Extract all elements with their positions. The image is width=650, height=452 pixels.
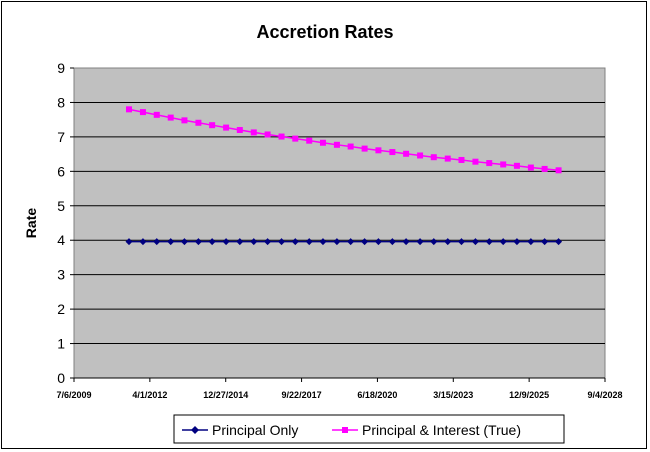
data-point <box>125 106 132 113</box>
data-point <box>195 119 202 126</box>
x-tick-label: 12/9/2025 <box>509 390 549 400</box>
data-point <box>153 238 161 246</box>
y-tick-label: 8 <box>57 94 65 110</box>
y-tick-label: 3 <box>57 267 65 283</box>
legend: Principal Only Principal & Interest (Tru… <box>173 414 565 444</box>
data-point <box>333 141 340 148</box>
data-point <box>347 143 354 150</box>
data-point <box>236 127 243 133</box>
data-point <box>319 139 326 146</box>
data-point <box>513 162 520 169</box>
data-point <box>194 238 202 246</box>
data-point <box>402 238 410 246</box>
y-axis-label: Rate <box>23 208 39 239</box>
data-point <box>541 238 549 246</box>
x-axis-ticks: 7/6/2009 4/1/2012 12/27/2014 9/22/2017 6/18/… <box>56 377 623 400</box>
data-point <box>347 238 355 246</box>
data-point <box>555 167 562 174</box>
data-point <box>430 154 437 161</box>
data-point <box>430 238 438 246</box>
data-point <box>180 238 188 246</box>
data-point <box>291 238 299 246</box>
data-point <box>139 109 146 116</box>
data-point <box>416 238 424 246</box>
data-point <box>236 238 244 246</box>
y-tick-label: 6 <box>57 163 65 179</box>
chart-title: Accretion Rates <box>256 22 393 42</box>
x-tick-label: 3/15/2023 <box>433 390 473 400</box>
x-tick-label: 9/4/2028 <box>587 390 622 400</box>
data-point <box>555 238 563 246</box>
data-point <box>361 145 368 152</box>
data-point <box>167 114 174 121</box>
data-point <box>444 155 451 162</box>
y-tick-label: 9 <box>57 60 65 76</box>
data-point <box>375 147 382 154</box>
plot-area <box>73 67 606 379</box>
data-point <box>374 238 382 246</box>
data-point <box>457 238 465 246</box>
x-tick-label: 12/27/2014 <box>203 390 248 400</box>
data-point <box>139 238 147 246</box>
data-point <box>264 238 272 246</box>
y-tick-label: 1 <box>57 336 65 352</box>
data-point <box>209 122 216 129</box>
data-point <box>153 111 160 118</box>
y-tick-label: 0 <box>57 370 65 386</box>
legend-label-principal-interest: Principal & Interest (True) <box>362 422 521 438</box>
data-point <box>471 238 479 246</box>
data-point <box>167 238 175 246</box>
data-point <box>527 238 535 246</box>
data-point <box>389 149 396 156</box>
y-tick-label: 7 <box>57 129 65 145</box>
data-point <box>292 135 299 142</box>
data-point <box>500 161 507 168</box>
y-axis-ticks: 0 1 2 3 4 5 6 7 8 9 <box>57 60 74 386</box>
data-point <box>417 152 424 159</box>
data-point <box>125 238 133 246</box>
data-point <box>278 238 286 246</box>
data-point <box>319 238 327 246</box>
legend-marker-principal-only <box>191 426 199 434</box>
data-point <box>458 156 465 163</box>
data-point <box>208 238 216 246</box>
data-point <box>527 164 534 171</box>
y-tick-label: 4 <box>57 232 65 248</box>
data-point <box>499 238 507 246</box>
x-tick-label: 6/18/2020 <box>357 390 397 400</box>
y-tick-label: 5 <box>57 198 65 214</box>
data-point <box>361 238 369 246</box>
data-point <box>403 150 410 157</box>
data-point <box>485 238 493 246</box>
data-point <box>223 124 230 131</box>
data-point <box>278 133 285 140</box>
legend-box <box>173 414 565 444</box>
x-tick-label: 4/1/2012 <box>132 390 167 400</box>
legend-marker-principal-interest <box>342 427 348 433</box>
data-point <box>513 238 521 246</box>
series-layer <box>125 106 563 246</box>
data-point <box>444 238 452 246</box>
data-point <box>305 238 313 246</box>
data-point <box>222 238 230 246</box>
data-point <box>181 117 188 124</box>
data-point <box>333 238 341 246</box>
legend-label-principal-only: Principal Only <box>212 422 298 438</box>
data-point <box>388 238 396 246</box>
data-point <box>306 137 313 144</box>
data-point <box>250 129 257 136</box>
data-point <box>250 238 258 246</box>
data-point <box>472 158 479 165</box>
data-point <box>541 165 548 172</box>
x-tick-label: 9/22/2017 <box>282 390 322 400</box>
data-point <box>264 131 271 138</box>
data-point <box>486 160 493 167</box>
x-tick-label: 7/6/2009 <box>56 390 91 400</box>
y-tick-label: 2 <box>57 301 65 317</box>
